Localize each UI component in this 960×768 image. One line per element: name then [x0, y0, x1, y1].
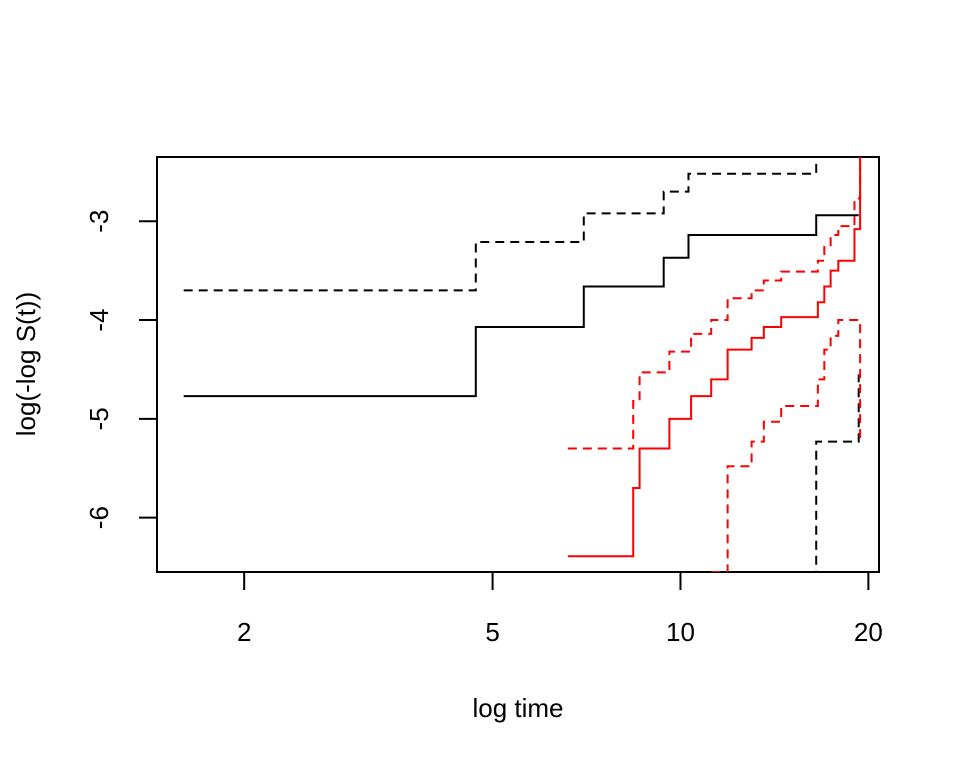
series-layer — [183, 157, 862, 572]
y-tick-label: -6 — [84, 506, 114, 529]
x-tick-label: 2 — [237, 617, 251, 647]
x-tick-label: 5 — [485, 617, 499, 647]
x-axis-title: log time — [472, 693, 563, 723]
y-axis: -6 -5 -4 -3 — [84, 210, 158, 529]
plot-frame — [156, 156, 880, 573]
y-tick-label: -4 — [84, 308, 114, 331]
y-tick-label: -5 — [84, 407, 114, 430]
y-axis-title: log(-log S(t)) — [11, 292, 41, 436]
series-line-2 — [183, 157, 859, 292]
series-line-5 — [567, 157, 862, 450]
x-tick-label: 20 — [854, 617, 883, 647]
series-line-3 — [688, 374, 860, 572]
series-line-6 — [711, 319, 862, 572]
series-line-1 — [183, 214, 859, 398]
x-tick-label: 10 — [666, 617, 695, 647]
y-tick-label: -3 — [84, 210, 114, 233]
series-line-4 — [567, 157, 862, 558]
x-axis: 2 5 10 20 — [237, 571, 883, 647]
